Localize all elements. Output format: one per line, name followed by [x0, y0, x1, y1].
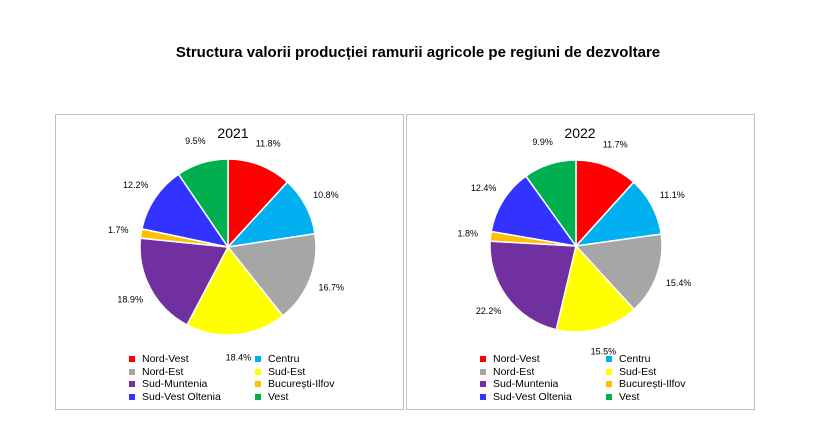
- legend-swatch: [129, 381, 135, 388]
- legend-item: Nord-Est: [480, 366, 606, 379]
- pie-slice-sud-est: [555, 244, 636, 333]
- pie-chart-svg: 11.7% 11.1% 15.4% 15.5% 22.2% 1.8% 12.4% 9.9% 2…: [457, 125, 692, 357]
- legend-swatch: [255, 356, 261, 363]
- legend-item: Nord-Est: [129, 366, 255, 379]
- pie-slice-vest: [524, 159, 577, 249]
- data-label: 9.5%: [185, 136, 206, 146]
- data-label: 1.7%: [108, 225, 129, 235]
- legend: Nord-Vest Centru Nord-Est Sud-Est Sud-Munten…: [480, 353, 716, 403]
- legend-label: Sud-Est: [619, 365, 657, 378]
- pie-slice-sud-vest-oltenia: [140, 173, 230, 249]
- legend-item: București-Ilfov: [606, 378, 716, 391]
- legend-item: Nord-Vest: [129, 353, 255, 366]
- legend-swatch: [606, 393, 612, 400]
- legend-label: Sud-Vest Oltenia: [142, 390, 221, 403]
- data-label: 18.9%: [117, 295, 143, 305]
- legend-item: Centru: [255, 353, 365, 366]
- legend-item: Vest: [606, 391, 716, 404]
- legend-item: Sud-Vest Oltenia: [480, 391, 606, 404]
- data-label: 11.1%: [660, 190, 685, 200]
- legend-swatch: [480, 381, 486, 388]
- legend-item: Centru: [606, 353, 716, 366]
- legend-item: București-Ilfov: [255, 378, 365, 391]
- pie-slice-sud-est: [186, 245, 284, 336]
- pie-slice-nord-est: [226, 232, 317, 317]
- data-label: 12.2%: [123, 180, 149, 190]
- data-label: 16.7%: [319, 283, 345, 293]
- legend-label: Nord-Vest: [142, 353, 189, 366]
- data-label: 12.4%: [471, 183, 497, 193]
- legend-swatch: [606, 381, 612, 388]
- legend-swatch: [255, 368, 261, 375]
- legend-item: Sud-Est: [255, 366, 365, 379]
- legend-label: Sud-Vest Oltenia: [493, 390, 572, 403]
- data-label: 11.8%: [256, 139, 281, 149]
- legend-item: Sud-Vest Oltenia: [129, 391, 255, 404]
- legend-swatch: [129, 368, 135, 375]
- pie-slice-nord-vest: [227, 158, 289, 249]
- legend-label: Sud-Est: [268, 365, 306, 378]
- pie-title: 2022: [564, 125, 595, 141]
- chart-panel-2022: 11.7% 11.1% 15.4% 15.5% 22.2% 1.8% 12.4% 9.9% 2…: [406, 114, 755, 410]
- legend-swatch: [480, 393, 486, 400]
- legend-label: Vest: [619, 390, 640, 403]
- legend-label: București-Ilfov: [619, 378, 686, 391]
- data-label: 18.4%: [226, 353, 252, 363]
- legend-label: Nord-Est: [493, 365, 535, 378]
- legend-swatch: [606, 356, 612, 363]
- legend-label: Sud-Muntenia: [142, 378, 208, 391]
- legend-item: Sud-Est: [606, 366, 716, 379]
- pie-title: 2021: [217, 125, 248, 141]
- legend-item: Sud-Muntenia: [480, 378, 606, 391]
- legend-item: Vest: [255, 391, 365, 404]
- chart-panel-2021: 11.8% 10.8% 16.7% 18.4% 18.9% 1.7% 12.2% 9.5% 2…: [55, 114, 404, 410]
- legend-label: Nord-Vest: [493, 353, 540, 366]
- legend-item: Nord-Vest: [480, 353, 606, 366]
- data-label: 22.2%: [476, 306, 502, 316]
- data-label: 15.5%: [591, 347, 617, 357]
- pie-slice-sud-vest-oltenia: [490, 175, 578, 248]
- legend-swatch: [606, 368, 612, 375]
- legend-label: București-Ilfov: [268, 378, 335, 391]
- data-label: 10.8%: [313, 190, 339, 200]
- legend-swatch: [255, 393, 261, 400]
- data-label: 9.9%: [532, 137, 553, 147]
- legend-swatch: [129, 356, 135, 363]
- legend-item: Sud-Muntenia: [129, 378, 255, 391]
- data-label: 15.4%: [666, 278, 692, 288]
- pie-slice-nord-est: [574, 233, 663, 311]
- legend-label: Vest: [268, 390, 289, 403]
- page-title: Structura valorii producției ramurii agr…: [175, 44, 661, 61]
- data-label: 11.7%: [603, 139, 628, 149]
- legend-label: Nord-Est: [142, 365, 184, 378]
- legend-label: Centru: [619, 353, 651, 366]
- pie-slice-sud-muntenia: [489, 240, 577, 331]
- data-label: 1.8%: [457, 229, 478, 239]
- legend-swatch: [255, 381, 261, 388]
- legend-swatch: [480, 368, 486, 375]
- legend-label: Sud-Muntenia: [493, 378, 559, 391]
- legend: Nord-Vest Centru Nord-Est Sud-Est Sud-Munten…: [129, 353, 365, 403]
- pie-slice-vest: [177, 158, 229, 250]
- pie-slice-nord-vest: [575, 159, 635, 248]
- pie-chart-svg: 11.8% 10.8% 16.7% 18.4% 18.9% 1.7% 12.2% 9.5% 2…: [108, 125, 345, 363]
- pie-slice-sud-muntenia: [139, 237, 230, 326]
- legend-swatch: [129, 393, 135, 400]
- legend-label: Centru: [268, 353, 300, 366]
- legend-swatch: [480, 356, 486, 363]
